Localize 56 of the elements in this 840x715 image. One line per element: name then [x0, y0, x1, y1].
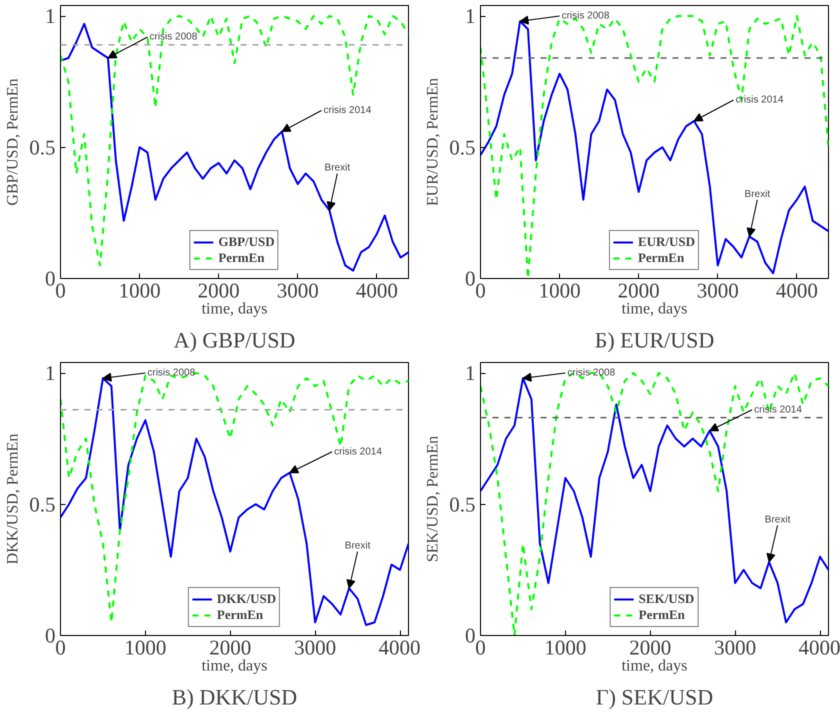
x-tick-label: 3000 — [696, 278, 739, 302]
annotation: crisis 2014 — [736, 94, 784, 106]
annotation: crisis 2008 — [562, 10, 610, 22]
x-tick-label: 1000 — [124, 636, 166, 660]
y-tick-label: 0.5 — [449, 492, 476, 516]
x-tick-label: 4000 — [378, 636, 420, 660]
legend-label: SEK/USD — [638, 591, 694, 607]
y-tick-label: 1 — [45, 4, 56, 28]
x-axis-title: time, days — [202, 658, 268, 674]
legend-label: PermEn — [216, 607, 264, 623]
legend-label: DKK/USD — [216, 591, 276, 607]
text: А) GBP/USD — [174, 328, 296, 352]
legend-label: GBP/USD — [218, 234, 275, 250]
annotation: Brexit — [744, 188, 770, 200]
y-axis-title: GBP/USD, PermEn — [4, 78, 22, 206]
x-tick-label: 2000 — [198, 278, 240, 302]
x-tick-label: 4000 — [798, 636, 840, 660]
annotation: crisis 2008 — [150, 32, 198, 42]
annotation: crisis 2014 — [324, 105, 372, 116]
x-tick-label: 3000 — [294, 636, 336, 660]
y-axis-title: EUR/USD, PermEn — [424, 78, 442, 206]
x-tick-label: 2000 — [209, 636, 252, 660]
y-axis-title: SEK/USD, PermEn — [424, 436, 442, 562]
y-tick-label: 0.5 — [29, 135, 56, 160]
y-tick-label: 1 — [45, 361, 56, 385]
annotation: crisis 2014 — [754, 404, 802, 416]
x-tick-label: 2000 — [618, 278, 660, 302]
x-axis-title: time, days — [622, 658, 688, 674]
annotation: crisis 2014 — [334, 446, 382, 458]
annotation: Brexit — [764, 514, 791, 526]
legend-label: PermEn — [638, 250, 684, 266]
y-axis-title: DKK/USD, PermEn — [4, 434, 22, 564]
text: Г) SEK/USD — [596, 684, 714, 710]
x-tick-label: 3000 — [276, 278, 319, 302]
legend-label: PermEn — [638, 607, 685, 623]
annotation: crisis 2008 — [567, 368, 616, 378]
y-tick-label: 1 — [465, 361, 476, 385]
x-tick-label: 2000 — [629, 636, 672, 660]
x-tick-label: 1000 — [544, 636, 586, 660]
text: В) DKK/USD — [172, 684, 298, 710]
y-tick-label: 0.5 — [29, 492, 56, 516]
x-tick-label: 1000 — [118, 278, 161, 302]
text: Б) EUR/USD — [594, 328, 714, 352]
x-axis-title: time, days — [622, 300, 688, 318]
x-tick-label: 3000 — [714, 636, 756, 660]
x-axis-title: time, days — [202, 300, 268, 318]
y-tick-label: 1 — [465, 4, 476, 28]
annotation: Brexit — [344, 540, 371, 552]
y-tick-label: 0.5 — [449, 135, 476, 160]
x-tick-label: 1000 — [538, 278, 581, 302]
annotation: crisis 2008 — [147, 368, 196, 378]
legend-label: PermEn — [218, 250, 265, 266]
x-tick-label: 4000 — [356, 278, 398, 302]
legend-label: EUR/USD — [638, 234, 696, 250]
annotation: Brexit — [324, 162, 350, 174]
x-tick-label: 4000 — [776, 278, 818, 302]
